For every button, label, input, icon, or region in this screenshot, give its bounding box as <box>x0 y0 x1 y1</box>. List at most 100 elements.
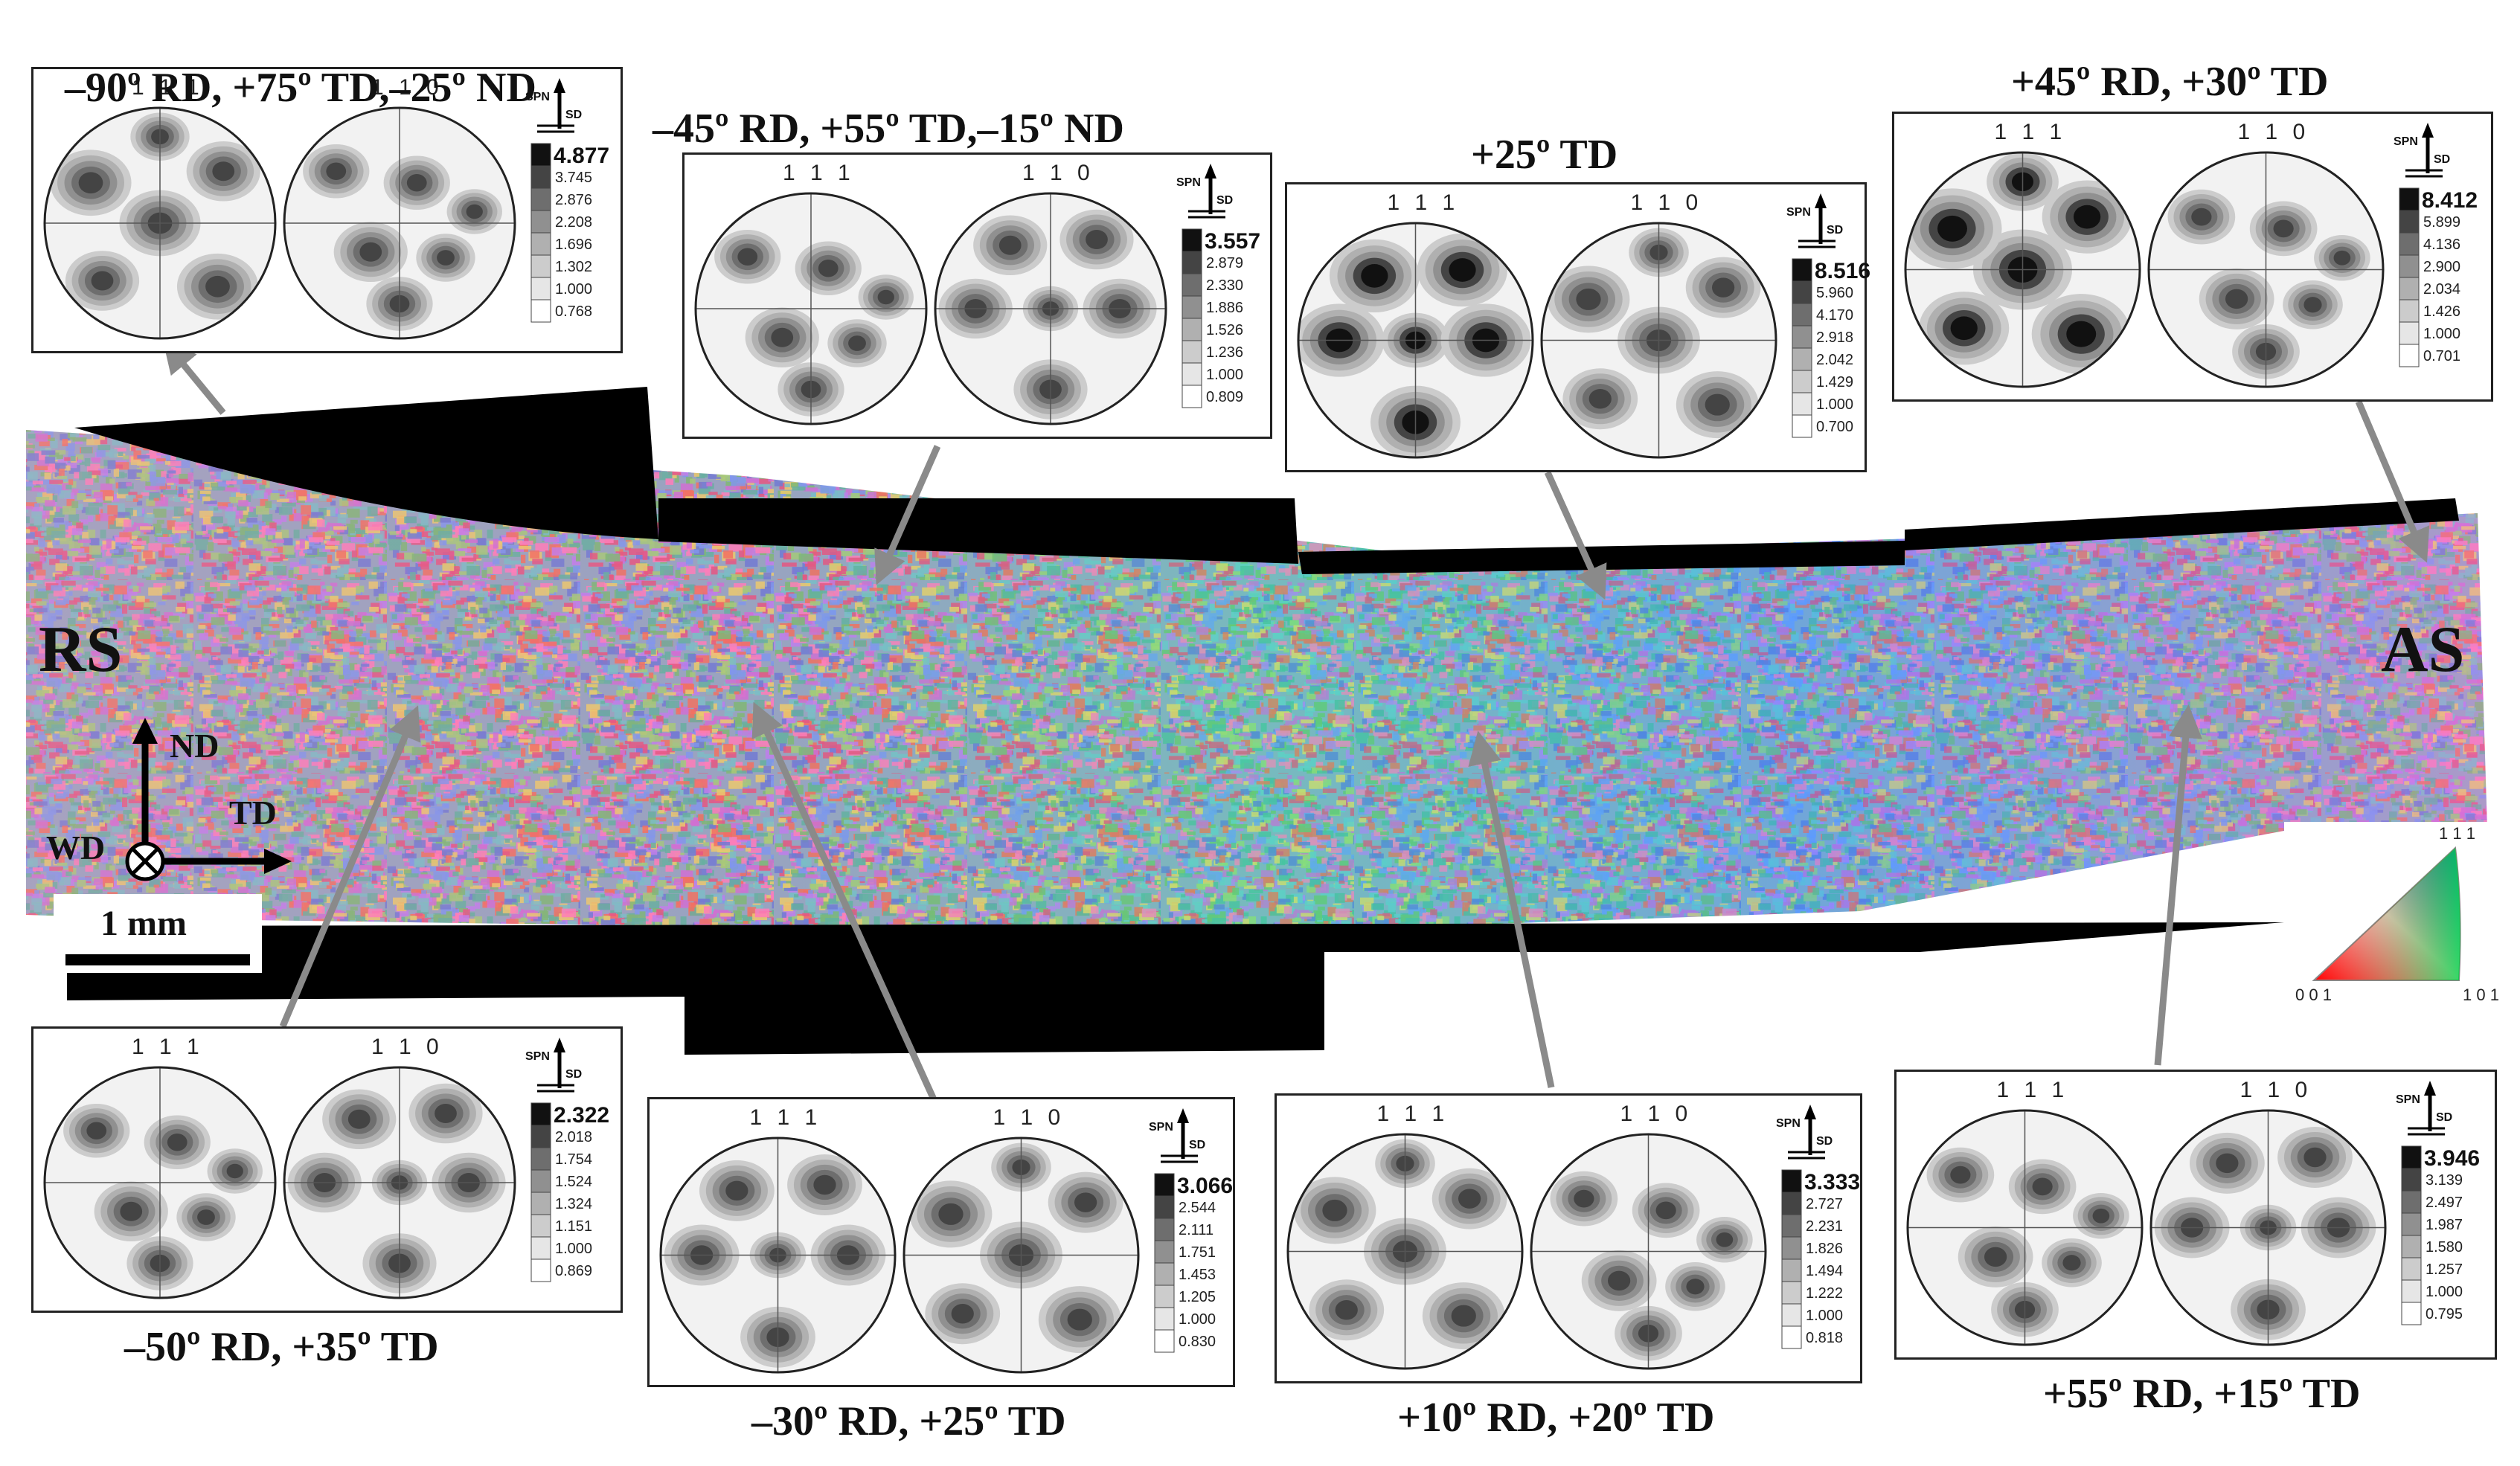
sd-label: SD <box>2436 1111 2453 1124</box>
density-legend <box>1781 1169 1802 1349</box>
panel-caption-1: –90º RD, +75º TD,–25º ND <box>65 65 536 111</box>
legend-value: 0.795 <box>2426 1306 2463 1322</box>
legend-value: 2.879 <box>1206 255 1244 271</box>
pole-figure-110-title: 1 1 0 <box>371 75 443 100</box>
legend-max-value: 3.557 <box>1205 229 1261 254</box>
pointer-arrow-8 <box>2154 704 2203 1066</box>
legend-value: 0.768 <box>555 303 593 320</box>
rs-label: RS <box>39 614 123 686</box>
td-axis-label: TD <box>229 794 277 832</box>
pole-figure-panel-3: 1 1 1 1 1 0 SPN SD 8.516 5.960 4.170 2.918 2.042… <box>1285 182 1871 472</box>
legend-value: 0.869 <box>555 1263 593 1279</box>
legend-value: 1.426 <box>2423 303 2461 320</box>
nd-axis-label: ND <box>170 727 219 765</box>
legend-value: 1.205 <box>1179 1289 1216 1305</box>
density-legend <box>530 143 551 323</box>
legend-value: 1.151 <box>555 1218 593 1235</box>
legend-value: 1.524 <box>555 1174 593 1190</box>
legend-value: 1.826 <box>1806 1241 1844 1257</box>
legend-max-value: 3.333 <box>1804 1170 1861 1195</box>
legend-value: 1.302 <box>555 259 593 275</box>
legend-value: 4.136 <box>2423 237 2461 253</box>
pole-figure-graphics <box>1904 123 2443 388</box>
density-legend <box>1792 258 1812 438</box>
color-key-111-label: 1 1 1 <box>2439 824 2475 843</box>
legend-value: 2.727 <box>1806 1196 1844 1212</box>
spn-label: SPN <box>2396 1093 2420 1106</box>
legend-value: 5.960 <box>1816 285 1854 301</box>
spn-sd-icon <box>1161 1108 1198 1163</box>
legend-max-value: 2.322 <box>554 1103 610 1128</box>
legend-max-value: 3.066 <box>1177 1174 1234 1198</box>
spn-sd-icon <box>537 1038 574 1093</box>
legend-value: 2.918 <box>1816 329 1854 346</box>
wd-axis-label: WD <box>46 829 106 867</box>
pointer-arrow-6 <box>751 701 937 1101</box>
scale-bar-label: 1 mm <box>100 904 187 943</box>
pole-figure-110 <box>283 1066 516 1299</box>
legend-value: 2.034 <box>2423 281 2461 298</box>
legend-value: 1.526 <box>1206 322 1244 338</box>
legend-max-value: 3.946 <box>2424 1146 2481 1171</box>
pole-figure-110 <box>2149 1109 2387 1346</box>
legend-value: 2.208 <box>555 214 593 231</box>
pole-figure-110 <box>902 1137 1140 1374</box>
legend-value: 2.042 <box>1816 352 1854 368</box>
panel-caption-4: +45º RD, +30º TD <box>2011 59 2329 105</box>
color-key-101-label: 1 0 1 <box>2463 986 2499 1004</box>
pole-figure-111-title: 1 1 1 <box>1387 190 1460 215</box>
legend-value: 1.000 <box>1816 396 1854 413</box>
ipf-color-key <box>2312 846 2461 981</box>
pole-figure-graphics <box>659 1108 1198 1374</box>
sd-label: SD <box>2434 153 2451 166</box>
pole-figure-111 <box>1904 151 2141 388</box>
spn-sd-icon <box>1188 164 1225 219</box>
legend-value: 1.987 <box>2426 1217 2463 1233</box>
spn-label: SPN <box>1786 206 1811 219</box>
legend-value: 1.000 <box>1806 1308 1844 1324</box>
pole-figure-110-title: 1 1 0 <box>2237 120 2310 144</box>
pole-figure-panel-1: 1 1 1 1 1 0 SPN SD 4.877 3.745 2.876 2.208 1.696… <box>31 67 623 353</box>
pole-figure-panel-2: 1 1 1 1 1 0 SPN SD 3.557 2.879 2.330 1.886 1.526… <box>682 152 1272 439</box>
pole-figure-110 <box>1540 222 1777 459</box>
pointer-arrow-7 <box>1468 730 1555 1088</box>
pole-figure-panel-4: 1 1 1 1 1 0 SPN SD 8.412 5.899 4.136 2.900 2.034… <box>1892 112 2493 402</box>
spn-sd-icon <box>1788 1105 1825 1160</box>
legend-value: 1.429 <box>1816 374 1854 390</box>
sd-label: SD <box>1189 1139 1206 1151</box>
as-label: AS <box>2381 614 2465 686</box>
pole-figure-111-title: 1 1 1 <box>783 161 855 185</box>
legend-value: 1.257 <box>2426 1261 2463 1278</box>
panel-caption-8: +55º RD, +15º TD <box>2043 1371 2361 1417</box>
pointer-arrow-3 <box>1544 471 1607 600</box>
pole-figure-111 <box>1286 1133 1524 1370</box>
legend-value: 1.453 <box>1179 1267 1216 1283</box>
legend-value: 1.236 <box>1206 344 1244 361</box>
density-legend <box>1182 228 1202 408</box>
spn-label: SPN <box>525 1050 550 1063</box>
legend-value: 2.544 <box>1179 1200 1216 1216</box>
pole-figure-panel-8: 1 1 1 1 1 0 SPN SD 3.946 3.139 2.497 1.987 1.580… <box>1894 1070 2497 1360</box>
pole-figure-111 <box>1906 1109 2144 1346</box>
legend-value: 3.139 <box>2426 1172 2463 1189</box>
legend-value: 1.580 <box>2426 1239 2463 1256</box>
sd-label: SD <box>1216 194 1234 207</box>
panel-caption-7: +10º RD, +20º TD <box>1397 1395 1715 1441</box>
legend-value: 1.000 <box>2423 326 2461 342</box>
legend-value: 2.018 <box>555 1129 593 1145</box>
legend-max-value: 8.412 <box>2422 188 2478 213</box>
map-mask-regions <box>67 387 2459 1055</box>
pole-figure-graphics <box>1286 1105 1825 1370</box>
pointer-arrow-5 <box>279 705 421 1028</box>
density-legend <box>2399 187 2420 367</box>
pole-figure-110-title: 1 1 0 <box>2240 1078 2312 1102</box>
legend-value: 2.231 <box>1806 1218 1844 1235</box>
scale-bar <box>54 894 262 973</box>
panel-pointer-arrows <box>162 339 2430 1101</box>
spn-label: SPN <box>1776 1117 1801 1130</box>
legend-value: 1.751 <box>1179 1244 1216 1261</box>
legend-value: 1.494 <box>1806 1263 1844 1279</box>
legend-max-value: 8.516 <box>1815 259 1871 283</box>
pole-figure-graphics <box>43 78 574 340</box>
pole-figure-111 <box>43 106 277 340</box>
